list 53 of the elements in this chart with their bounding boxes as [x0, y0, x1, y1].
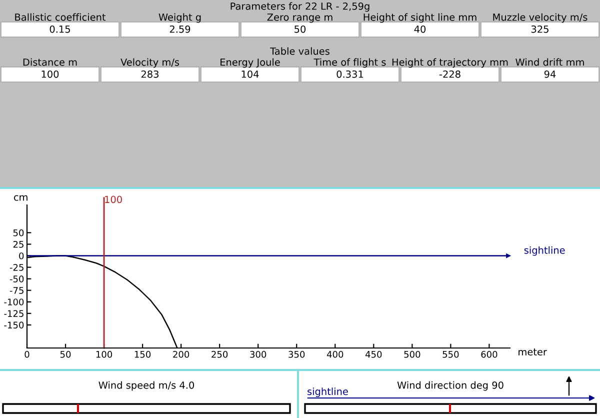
text: Energy Joule: [220, 58, 280, 68]
text: 325: [531, 25, 548, 33]
text: Height of trajectory mm: [392, 58, 508, 68]
y-tick-label: -125: [4, 310, 24, 317]
text: -228: [439, 70, 460, 78]
x-tick-label: 300: [250, 350, 266, 358]
text: 2.59: [170, 25, 190, 33]
y-tick-label: 0: [19, 252, 24, 260]
text: Table values: [270, 47, 330, 55]
text: Ballistic coefficient: [15, 13, 106, 21]
text: Muzzle velocity m/s: [493, 13, 588, 23]
ref-line-label: 100: [105, 196, 122, 204]
y-tick-label: -25: [10, 264, 24, 271]
text: Height of sight line mm: [364, 13, 476, 23]
x-tick-label: 500: [404, 350, 420, 358]
x-tick-label: 100: [96, 350, 112, 358]
x-axis-title: meter: [518, 348, 547, 356]
x-tick-label: 200: [173, 350, 190, 358]
text: Parameters for 22 LR - 2,59g: [230, 2, 370, 12]
x-tick-label: 350: [288, 350, 305, 358]
text: 283: [141, 70, 158, 78]
text: 0.331: [336, 70, 364, 78]
text: Wind direction deg 90: [397, 381, 504, 391]
x-tick-label: 600: [481, 350, 498, 358]
x-tick-label: 50: [60, 350, 71, 358]
text: Wind speed m/s 4.0: [98, 381, 194, 391]
text: Time of flight s: [314, 58, 386, 68]
y-tick-label: -150: [4, 322, 24, 328]
text: 104: [242, 70, 259, 78]
y-tick-label: -50: [10, 276, 24, 282]
x-tick-label: 550: [442, 350, 459, 358]
y-tick-label: 25: [13, 240, 24, 248]
x-tick-label: 0: [24, 350, 30, 358]
x-tick-label: 150: [134, 350, 151, 358]
text: Wind drift mm: [516, 58, 584, 66]
text: 0.15: [50, 25, 70, 33]
y-tick-label: -100: [4, 298, 24, 306]
text: Weight g: [158, 13, 201, 23]
text: 50: [294, 25, 306, 33]
ref-line-label: sightline: [524, 246, 565, 256]
text: sightline: [308, 388, 348, 397]
x-tick-label: 400: [326, 350, 344, 358]
text: Velocity m/s: [120, 58, 180, 68]
text: 40: [414, 25, 426, 33]
y-tick-label: 50: [13, 229, 24, 236]
x-tick-label: 250: [212, 350, 228, 358]
text: Zero range m: [267, 14, 332, 23]
y-axis-title: cm: [14, 195, 28, 201]
text: 100: [42, 70, 59, 78]
y-tick-label: -75: [10, 287, 24, 294]
x-tick-label: 450: [365, 350, 382, 358]
text: 94: [544, 70, 556, 78]
text: Distance m: [23, 58, 77, 66]
